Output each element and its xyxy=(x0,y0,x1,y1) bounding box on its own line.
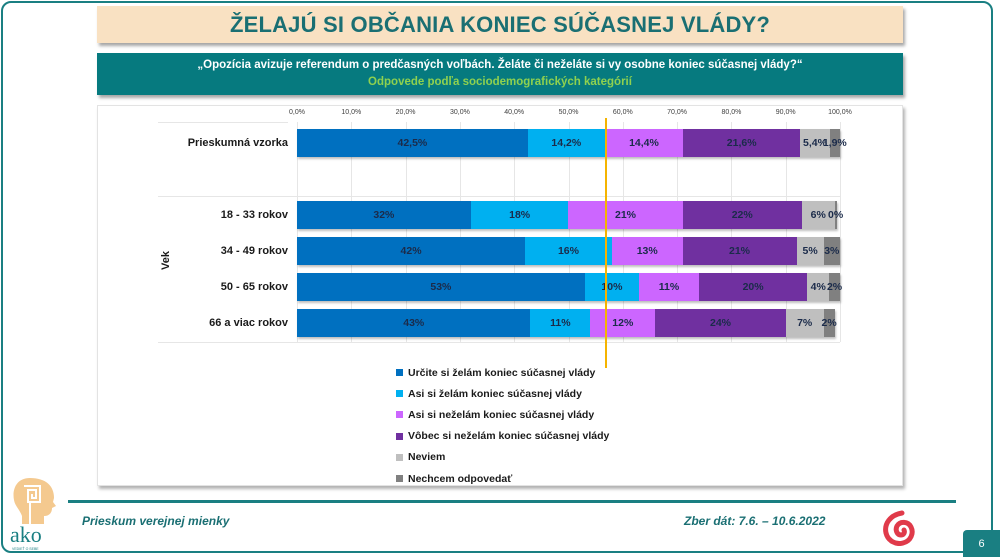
bar-segment: 43% xyxy=(297,309,531,337)
bar-segment: 13% xyxy=(611,237,683,265)
axis-tick-label: 70,0% xyxy=(667,109,688,116)
gridline xyxy=(731,122,733,342)
gridline xyxy=(677,122,679,342)
legend-item: Neviem xyxy=(396,447,609,468)
bar-segment: 2% xyxy=(827,273,842,301)
gridline xyxy=(297,122,298,342)
axis-tick-label: 30,0% xyxy=(449,109,470,116)
row-label-age-18-33: 18 - 33 rokov xyxy=(220,209,288,221)
axis-tick-label: 0,0% xyxy=(289,109,305,116)
page-number: 6 xyxy=(963,530,1000,557)
bar-segment: 2% xyxy=(822,309,837,337)
page-title: ŽELAJÚ SI OBČANIA KONIEC SÚČASNEJ VLÁDY? xyxy=(229,11,771,37)
bar-segment: 14,2% xyxy=(527,129,605,157)
gridline xyxy=(405,122,407,342)
group-label-age: Vek xyxy=(160,251,172,270)
gridline xyxy=(568,122,570,342)
row-label-age-66-plus: 66 a viac rokov xyxy=(209,317,288,329)
gridline xyxy=(459,122,461,342)
legend-swatch-icon xyxy=(396,390,403,398)
footer-collection-dates: Zber dát: 7.6. – 10.6.2022 xyxy=(684,514,826,528)
bar-segment: 18% xyxy=(470,201,569,229)
bar-row: 53% 10% 11% 20% 4% 2% xyxy=(297,273,842,301)
ako-logo-icon: ako VEDIEŤ O SEBE xyxy=(10,478,56,551)
axis-tick-label: 100,0% xyxy=(828,109,852,116)
bar-segment: 4% xyxy=(807,273,830,301)
bar-segment: 11% xyxy=(530,309,591,337)
bar-segment: 6% xyxy=(801,201,835,229)
bar-segment: 24% xyxy=(655,309,786,337)
chart-subtitle: Odpovede podľa sociodemografických kateg… xyxy=(368,76,632,88)
axis-tick-label: 10,0% xyxy=(341,109,362,116)
axis-tick-label: 60,0% xyxy=(612,109,633,116)
footer-divider xyxy=(68,500,956,503)
axis-tick-label: 20,0% xyxy=(395,109,416,116)
bar-segment: 21% xyxy=(682,237,797,265)
axis-tick-label: 50,0% xyxy=(558,109,579,116)
bar-row: 43% 11% 12% 24% 7% 2% xyxy=(297,309,837,337)
bar-segment: 1,9% xyxy=(823,129,847,157)
row-separator xyxy=(158,122,288,123)
row-separator xyxy=(158,196,840,197)
bar-segment: 5% xyxy=(796,237,824,265)
gridline xyxy=(351,122,353,342)
chart-legend: Určite si želám koniec súčasnej vlády As… xyxy=(396,362,609,489)
legend-swatch-icon xyxy=(396,369,403,377)
gridline xyxy=(785,122,787,342)
bar-segment: 20% xyxy=(698,273,808,301)
legend-item: Vôbec si neželám koniec súčasnej vlády xyxy=(396,426,609,447)
gridline xyxy=(622,122,624,342)
footer-survey-label: Prieskum verejnej mienky xyxy=(82,514,230,528)
reference-line xyxy=(604,118,607,368)
row-label-sample: Prieskumná vzorka xyxy=(187,137,288,149)
legend-swatch-icon xyxy=(396,432,403,440)
bar-segment: 42% xyxy=(297,237,526,265)
legend-swatch-icon xyxy=(396,411,403,419)
gridline xyxy=(514,122,516,342)
gridline xyxy=(840,122,841,342)
legend-swatch-icon xyxy=(396,475,403,483)
legend-item: Asi si želám koniec súčasnej vlády xyxy=(396,383,609,404)
legend-item: Určite si želám koniec súčasnej vlády xyxy=(396,362,609,383)
title-banner: ŽELAJÚ SI OBČANIA KONIEC SÚČASNEJ VLÁDY? xyxy=(97,6,903,43)
bar-segment: 16% xyxy=(525,237,612,265)
axis-tick-label: 80,0% xyxy=(721,109,742,116)
row-label-age-34-49: 34 - 49 rokov xyxy=(220,245,288,257)
bar-segment: 42,5% xyxy=(297,129,528,157)
legend-item: Nechcem odpovedať xyxy=(396,468,609,489)
legend-item: Asi si neželám koniec súčasnej vlády xyxy=(396,404,609,425)
bar-segment: 32% xyxy=(297,201,471,229)
svg-text:VEDIEŤ O SEBE: VEDIEŤ O SEBE xyxy=(12,546,39,551)
bar-row: 32% 18% 21% 22% 6% 0% xyxy=(297,201,843,229)
bar-segment: 21% xyxy=(568,201,683,229)
bar-segment: 0% xyxy=(828,201,843,229)
bar-segment: 22% xyxy=(682,201,802,229)
bar-segment: 3% xyxy=(823,237,840,265)
row-separator xyxy=(158,342,840,343)
spiral-logo-icon xyxy=(883,510,915,546)
survey-question: „Opozícia avizuje referendum o predčasný… xyxy=(197,59,803,71)
bar-segment: 14,4% xyxy=(604,129,684,157)
row-label-age-50-65: 50 - 65 rokov xyxy=(220,281,288,293)
bar-segment: 7% xyxy=(785,309,824,337)
question-banner: „Opozícia avizuje referendum o predčasný… xyxy=(97,53,903,95)
axis-tick-label: 40,0% xyxy=(504,109,525,116)
bar-segment: 12% xyxy=(590,309,656,337)
bar-segment: 53% xyxy=(297,273,585,301)
axis-tick-label: 90,0% xyxy=(775,109,796,116)
bar-row: 42,5% 14,2% 14,4% 21,6% 5,4% 1,9% xyxy=(297,129,847,157)
bar-row: 42% 16% 13% 21% 5% 3% xyxy=(297,237,840,265)
bar-segment: 5,4% xyxy=(800,129,830,157)
bar-segment: 21,6% xyxy=(683,129,801,157)
bar-segment: 10% xyxy=(584,273,640,301)
bar-segment: 11% xyxy=(639,273,699,301)
svg-text:ako: ako xyxy=(10,522,42,547)
legend-swatch-icon xyxy=(396,453,403,461)
